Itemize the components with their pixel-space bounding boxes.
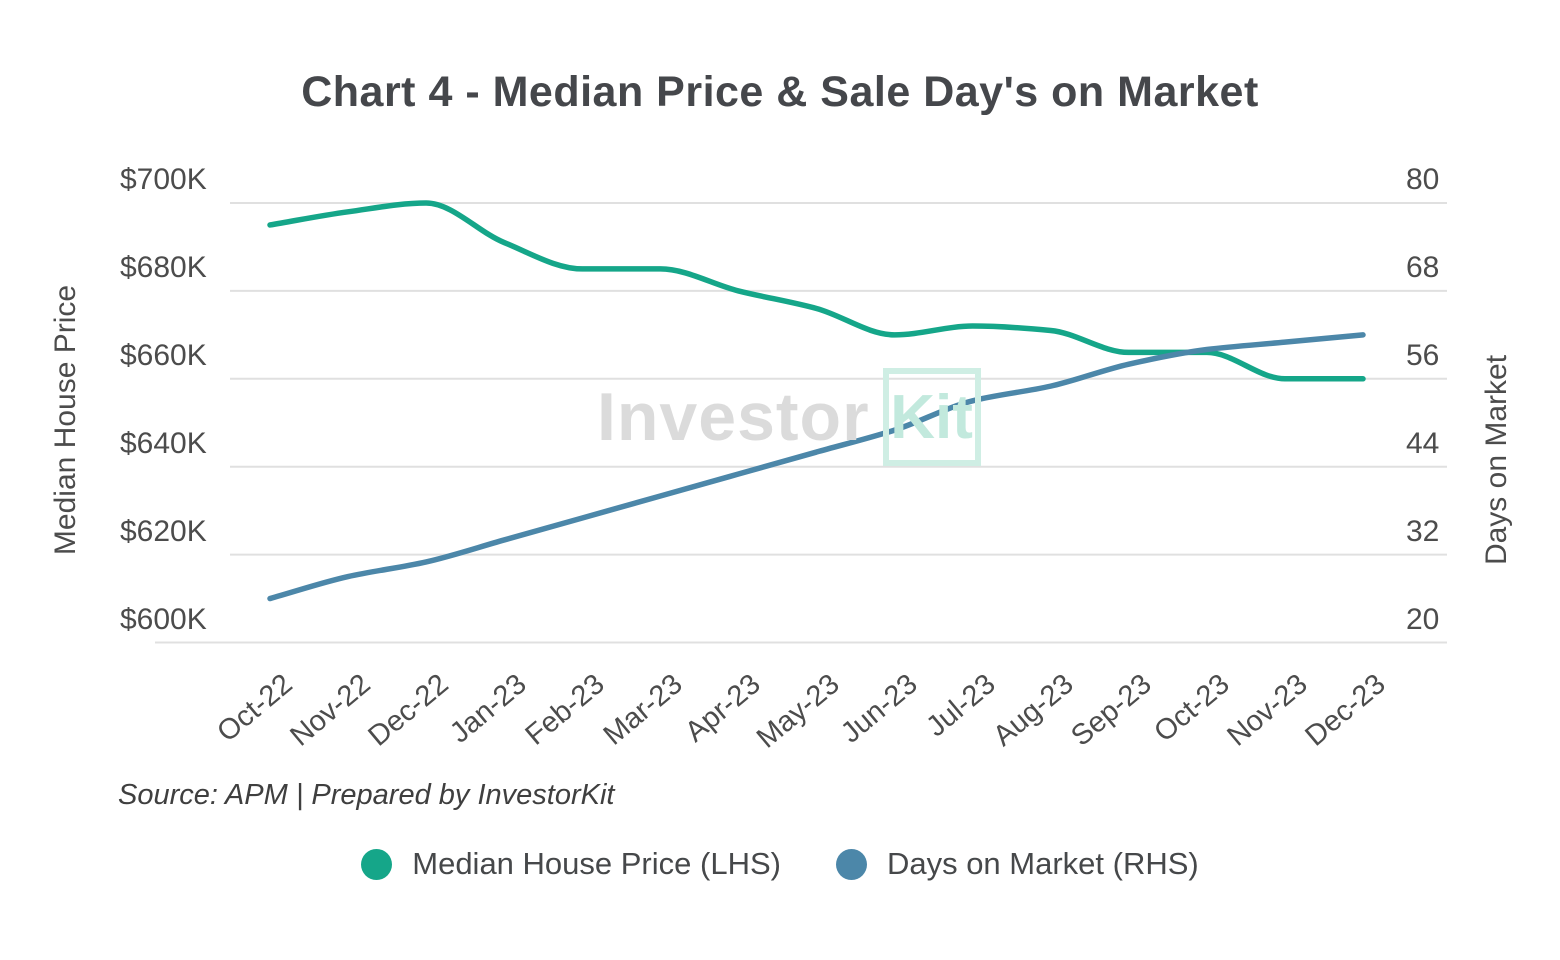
- left-axis-title: Median House Price: [49, 284, 82, 556]
- source-note: Source: APM | Prepared by InvestorKit: [118, 779, 615, 811]
- legend: Median House Price (LHS) Days on Market …: [0, 846, 1560, 882]
- right-axis-tick-label: 20: [1406, 602, 1440, 636]
- right-axis-tick-label: 56: [1406, 338, 1440, 372]
- chart-title: Chart 4 - Median Price & Sale Day's on M…: [301, 68, 1259, 116]
- right-axis-tick-label: 80: [1406, 163, 1440, 196]
- right-axis-tick-label: 68: [1406, 250, 1440, 284]
- legend-label-median-house-price: Median House Price (LHS): [412, 846, 781, 881]
- right-axis-tick-label: 32: [1406, 514, 1440, 548]
- right-axis-tick-label: 44: [1406, 426, 1440, 460]
- left-axis-tick-label: $700K: [120, 163, 207, 196]
- legend-item-days-on-market: Days on Market (RHS): [835, 846, 1199, 882]
- days-on-market-line: [267, 332, 1366, 602]
- left-axis-tick-label: $600K: [120, 602, 207, 636]
- median-house-price-legend-dot-icon: [361, 848, 393, 880]
- legend-item-median-house-price: Median House Price (LHS): [361, 846, 781, 882]
- right-axis-title: Days on Market: [1480, 354, 1513, 566]
- left-axis-tick-label: $680K: [120, 250, 207, 284]
- legend-label-days-on-market: Days on Market (RHS): [886, 846, 1199, 881]
- left-axis-tick-label: $640K: [120, 426, 207, 460]
- left-axis-tick-label: $660K: [120, 338, 207, 372]
- days-on-market-legend-dot-icon: [835, 848, 867, 880]
- left-axis-tick-label: $620K: [120, 514, 207, 548]
